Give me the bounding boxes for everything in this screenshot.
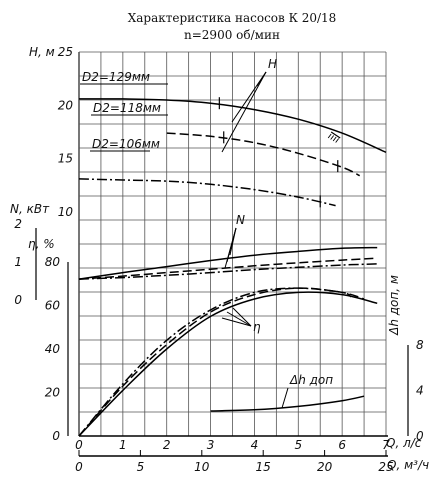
leader-line xyxy=(232,307,252,327)
head-tick-label: 20 xyxy=(58,98,74,112)
annotation-eta: η xyxy=(253,320,261,334)
curve-power-solid xyxy=(78,246,378,280)
hatch-mark xyxy=(332,136,337,142)
chart-subtitle: n=2900 об/мин xyxy=(184,28,280,42)
x2-tick-label: 0 xyxy=(75,460,83,474)
hatch-mark xyxy=(327,133,332,139)
leader-line xyxy=(221,317,252,327)
curve-power-dashed xyxy=(78,257,378,280)
leader-line xyxy=(221,71,267,153)
hatch-mark xyxy=(330,131,341,139)
curve-power-dashdot xyxy=(78,263,378,280)
hatch-mark xyxy=(330,135,335,140)
npsh-axis-label: Δh доп, м xyxy=(387,275,401,336)
label-d2-129: D2=129мм xyxy=(82,70,150,84)
head-tick-label: 15 xyxy=(58,152,73,166)
x-tick-label: 1 xyxy=(119,438,127,452)
curve-markers xyxy=(218,97,341,208)
x-tick-label: 0 xyxy=(75,438,83,452)
npsh-tick-label: 8 xyxy=(416,338,424,352)
x-tick-label: 4 xyxy=(251,438,259,452)
npsh-tick-label: 4 xyxy=(416,384,424,398)
curve-efficiency-dashdot xyxy=(78,287,352,437)
curve-efficiency-solid xyxy=(78,291,378,437)
annotation-n: N xyxy=(236,213,245,227)
curve-npsh-solid xyxy=(210,395,365,412)
x2-tick-label: 10 xyxy=(194,460,210,474)
chart-title: Характеристика насосов К 20/18 xyxy=(128,11,337,25)
leader-line xyxy=(281,387,289,409)
curve-head-solid xyxy=(78,98,387,153)
x-tick-label: 5 xyxy=(294,438,302,452)
x-tick-label: 2 xyxy=(163,438,171,452)
head-tick-label: 10 xyxy=(58,205,74,219)
leader-line xyxy=(226,311,252,327)
curve-head-dashed xyxy=(166,132,361,177)
grid xyxy=(78,51,387,437)
curve-labels: D2=129мм D2=118мм D2=106мм H N η Δh доп xyxy=(82,57,333,387)
efficiency-tick-label: 80 xyxy=(45,255,61,269)
power-axis-label: N, кВт xyxy=(10,202,50,216)
x2-tick-label: 5 xyxy=(137,460,145,474)
efficiency-tick-label: 60 xyxy=(45,299,61,313)
power-tick-label: 1 xyxy=(14,255,22,269)
annotation-dh: Δh доп xyxy=(289,373,333,387)
efficiency-tick-label: 20 xyxy=(45,386,61,400)
tick-labels: 0 1 2 3 4 5 6 70 5 10 15 20 251015202501202040608004… xyxy=(14,45,424,474)
label-d2-106: D2=106мм xyxy=(92,137,160,151)
x2-tick-label: 15 xyxy=(256,460,271,474)
hatch-mark xyxy=(335,138,340,143)
power-tick-label: 2 xyxy=(14,217,22,231)
head-axis-label: H, м xyxy=(29,45,55,59)
leader-line xyxy=(231,71,267,123)
x2-tick-label: 25 xyxy=(378,460,393,474)
x2-tick-label: 20 xyxy=(317,460,333,474)
npsh-tick-label: 0 xyxy=(416,429,424,443)
efficiency-tick-label: 40 xyxy=(45,342,61,356)
annotation-h: H xyxy=(268,57,277,71)
head-tick-label: 25 xyxy=(58,45,73,59)
x-axis-label-m3h: Q, м³/ч xyxy=(387,458,429,472)
leader-lines xyxy=(80,71,289,409)
label-d2-118: D2=118мм xyxy=(93,101,161,115)
x-tick-label: 3 xyxy=(207,438,215,452)
power-tick-label: 0 xyxy=(14,293,22,307)
efficiency-axis-label: η, % xyxy=(28,237,55,251)
x-axis-label-ls: Q, л/с xyxy=(386,436,422,450)
efficiency-tick-label: 0 xyxy=(52,429,60,443)
x-tick-label: 7 xyxy=(382,438,390,452)
curves xyxy=(78,98,387,437)
leader-line xyxy=(224,227,237,269)
curve-head-dashdot xyxy=(78,178,336,207)
x-tick-label: 6 xyxy=(338,438,346,452)
axes xyxy=(35,228,409,457)
